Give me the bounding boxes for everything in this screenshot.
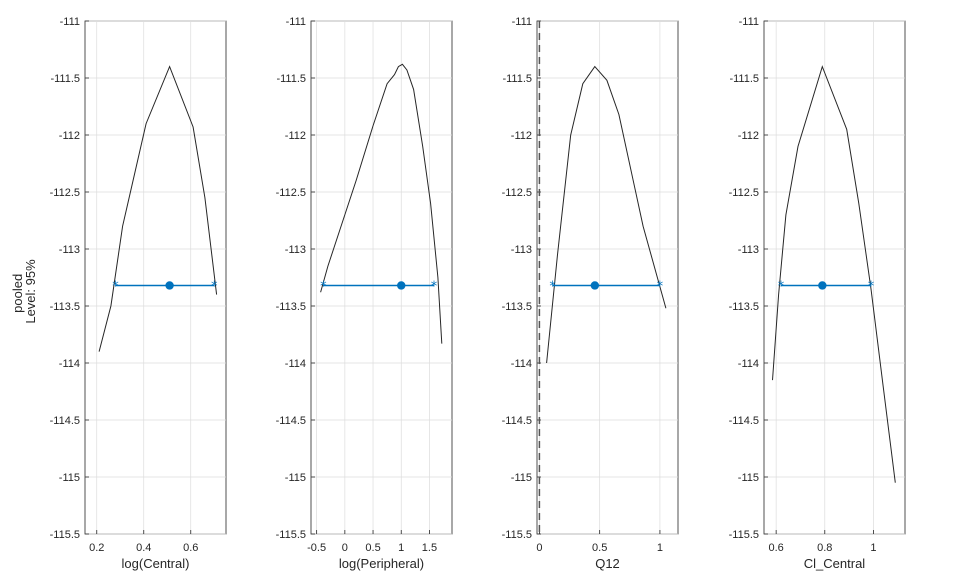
ci-endpoint-marker: * <box>112 279 119 294</box>
ci-endpoint-marker: * <box>320 279 327 294</box>
x-tick-label: 1 <box>398 542 404 554</box>
y-tick-label: -114 <box>738 358 759 370</box>
x-tick-label: 0.5 <box>365 542 380 554</box>
x-tick-label: 0.5 <box>592 542 607 554</box>
x-tick-label: 1 <box>870 542 876 554</box>
y-tick-label: -115 <box>59 472 80 484</box>
x-tick-label: 0.4 <box>136 542 151 554</box>
y-tick-label: -114.5 <box>50 415 80 427</box>
chart-panel-4: -115.5 -115 -114.5 -114 -113.5 -113 -112.5 -112… <box>729 16 906 571</box>
chart-panel-3: -115.5 -115 -114.5 -114 -113.5 -113 -112.5 -112… <box>502 16 679 571</box>
y-tick-label: -112 <box>59 130 80 142</box>
x-axis-label: Cl_Central <box>804 556 866 571</box>
y-tick-label: -112.5 <box>50 187 80 199</box>
profile-likelihood-line <box>98 65 218 352</box>
y-tick-label: -112 <box>511 130 532 142</box>
y-tick-label: -112 <box>738 130 759 142</box>
figure-ylabel: pooled Level: 95% <box>10 259 38 324</box>
x-tick-label: 1.5 <box>422 542 437 554</box>
ci-endpoint-marker: * <box>211 279 218 294</box>
y-tick-label: -114.5 <box>729 415 759 427</box>
y-tick-label: -111 <box>739 16 759 28</box>
y-tick-label: -114.5 <box>502 415 532 427</box>
y-tick-label: -113.5 <box>729 301 759 313</box>
estimate-marker <box>397 281 406 290</box>
y-tick-label: -111.5 <box>729 73 759 85</box>
figure-ylabel-line-1: pooled <box>10 274 25 313</box>
y-tick-label: -112.5 <box>502 187 532 199</box>
ci-endpoint-marker: * <box>549 279 556 294</box>
y-tick-label: -111.5 <box>276 73 306 85</box>
profile-likelihood-line <box>772 65 896 483</box>
estimate-marker <box>818 281 827 290</box>
y-tick-label: -115.5 <box>50 529 80 541</box>
y-tick-label: -113 <box>285 244 306 256</box>
y-tick-label: -114 <box>511 358 532 370</box>
y-tick-label: -111.5 <box>502 73 532 85</box>
y-tick-label: -111 <box>286 16 306 28</box>
y-tick-label: -115.5 <box>276 529 306 541</box>
y-tick-label: -115.5 <box>729 529 759 541</box>
ci-endpoint-marker: * <box>431 279 438 294</box>
ci-endpoint-marker: * <box>778 279 785 294</box>
profile-likelihood-line <box>320 63 443 344</box>
y-tick-label: -114 <box>59 358 80 370</box>
x-axis-label: log(Peripheral) <box>339 556 424 571</box>
x-tick-label: 0.8 <box>817 542 832 554</box>
y-tick-label: -113 <box>738 244 759 256</box>
ci-endpoint-marker: * <box>657 279 664 294</box>
y-tick-label: -113 <box>59 244 80 256</box>
y-tick-label: -114 <box>285 358 306 370</box>
y-tick-label: -112.5 <box>729 187 759 199</box>
y-tick-label: -113.5 <box>50 301 80 313</box>
x-tick-label: 0 <box>342 542 348 554</box>
estimate-marker <box>165 281 174 290</box>
ci-endpoint-marker: * <box>868 279 875 294</box>
chart-panel-2: -115.5 -115 -114.5 -114 -113.5 -113 -112.5 -112… <box>276 16 453 571</box>
plot-area <box>310 20 453 535</box>
figure-ylabel-line-2: Level: 95% <box>23 259 38 324</box>
plot-area <box>536 20 679 535</box>
y-tick-label: -114.5 <box>276 415 306 427</box>
y-tick-label: -115.5 <box>502 529 532 541</box>
chart-panel-1: -115.5 -115 -114.5 -114 -113.5 -113 -112.5 -112… <box>50 16 227 571</box>
x-tick-label: 0.2 <box>89 542 104 554</box>
estimate-marker <box>590 281 600 290</box>
profile-likelihood-line <box>546 65 667 364</box>
y-tick-label: -112.5 <box>276 187 306 199</box>
y-tick-label: -115 <box>738 472 759 484</box>
y-tick-label: -113.5 <box>502 301 532 313</box>
x-tick-label: 0 <box>536 542 542 554</box>
x-tick-label: -0.5 <box>307 542 326 554</box>
y-tick-label: -112 <box>285 130 306 142</box>
x-tick-label: 1 <box>657 542 663 554</box>
y-tick-label: -111 <box>60 16 80 28</box>
chart-panels: -115.5 -115 -114.5 -114 -113.5 -113 -112.5 -112… <box>50 16 906 571</box>
x-tick-label: 0.6 <box>183 542 198 554</box>
y-tick-label: -115 <box>511 472 532 484</box>
x-tick-label: 0.6 <box>769 542 784 554</box>
x-axis-label: log(Central) <box>122 556 190 571</box>
y-tick-label: -111 <box>512 16 532 28</box>
x-axis-label: Q12 <box>595 556 620 571</box>
plot-area <box>84 20 227 535</box>
y-tick-label: -111.5 <box>50 73 80 85</box>
plot-area <box>763 20 906 535</box>
y-tick-label: -113 <box>511 244 532 256</box>
y-tick-label: -115 <box>285 472 306 484</box>
y-tick-label: -113.5 <box>276 301 306 313</box>
